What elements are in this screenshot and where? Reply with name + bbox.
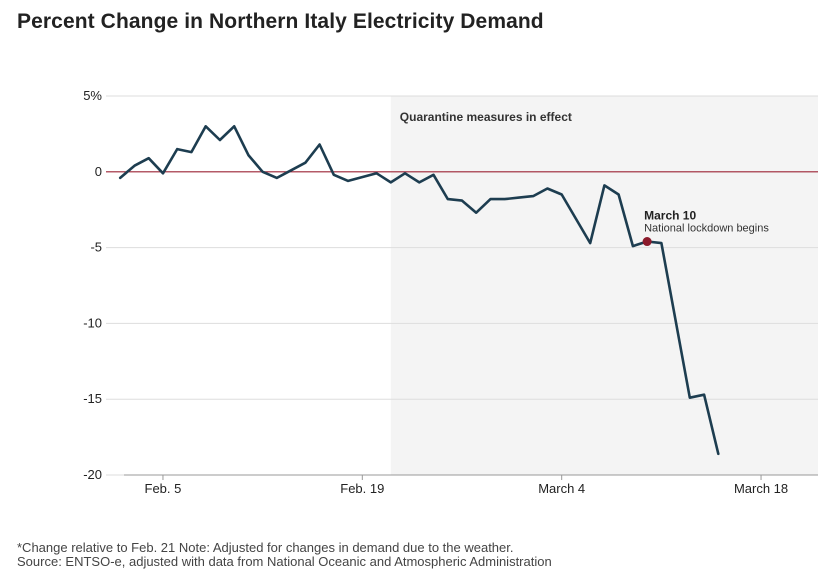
y-tick-label: -15 (83, 391, 102, 406)
annotation-title: March 10 (644, 209, 696, 223)
y-tick-label: 0 (95, 164, 102, 179)
x-tick-label: Feb. 19 (340, 481, 384, 496)
quarantine-shaded-region (390, 96, 818, 475)
annotation-text: National lockdown begins (644, 223, 769, 235)
y-tick-label: -20 (83, 467, 102, 482)
footnote-line-1: *Change relative to Feb. 21 Note: Adjust… (17, 540, 514, 555)
x-tick-label: March 18 (734, 481, 788, 496)
chart-footnote: *Change relative to Feb. 21 Note: Adjust… (17, 541, 552, 569)
y-tick-label: 5% (83, 88, 102, 103)
chart-title: Percent Change in Northern Italy Electri… (17, 10, 544, 33)
footnote-line-2: Source: ENTSO-e, adjusted with data from… (17, 554, 552, 569)
lockdown-marker (642, 237, 652, 247)
y-tick-label: -10 (83, 315, 102, 330)
y-tick-label: -5 (90, 240, 102, 255)
quarantine-label: Quarantine measures in effect (400, 110, 572, 124)
x-tick-label: March 4 (538, 481, 585, 496)
line-chart: 5% 0 -5 -10 -15 -20 Feb. 5 Feb. 19 March 4 March … (83, 88, 818, 496)
x-tick-label: Feb. 5 (145, 481, 182, 496)
demand-series-line (118, 125, 720, 456)
